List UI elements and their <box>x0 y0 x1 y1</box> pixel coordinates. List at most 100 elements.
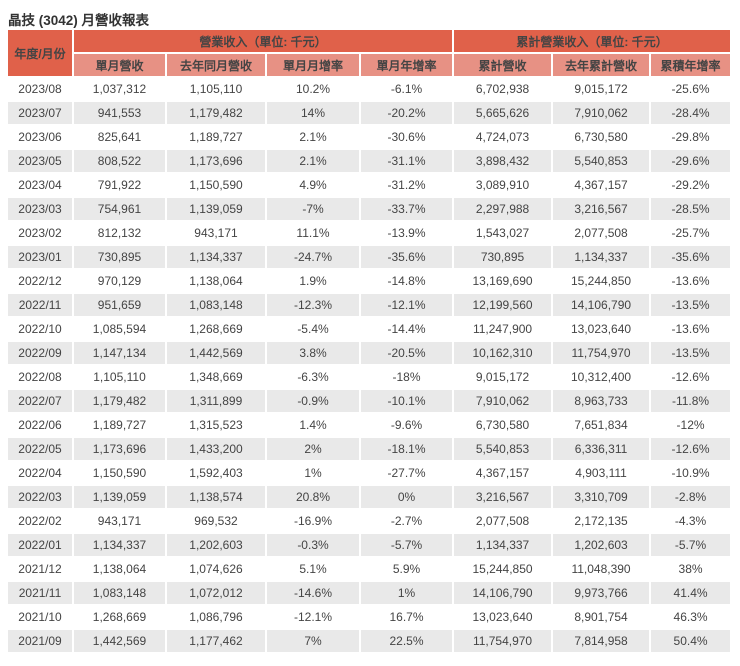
cumulative-yoy-change-column-header: 累積年增率 <box>651 54 731 76</box>
table-row: 2022/01 1,134,337 1,202,603 -0.3% -5.7% 1,134… <box>8 534 731 556</box>
table-row: 2022/08 1,105,110 1,348,669 -6.3% -18% 9,015,… <box>8 366 731 388</box>
cell-monthly-revenue: 1,134,337 <box>74 534 165 556</box>
cell-year-month: 2021/12 <box>8 558 72 580</box>
cell-year-month: 2021/09 <box>8 630 72 652</box>
cell-last-year-cumulative-revenue: 7,814,958 <box>553 630 650 652</box>
cell-cumulative-yoy-change: -2.8% <box>651 486 731 508</box>
cell-cumulative-revenue: 13,169,690 <box>454 270 552 292</box>
cell-last-year-month-revenue: 1,072,012 <box>167 582 265 604</box>
table-row: 2023/06 825,641 1,189,727 2.1% -30.6% 4,724,0… <box>8 126 731 148</box>
cell-mom-change: 7% <box>267 630 359 652</box>
cell-mom-change: -6.3% <box>267 366 359 388</box>
cell-yoy-change: -14.8% <box>361 270 453 292</box>
cell-cumulative-yoy-change: -13.5% <box>651 294 731 316</box>
cell-last-year-cumulative-revenue: 1,202,603 <box>553 534 650 556</box>
cell-yoy-change: -2.7% <box>361 510 453 532</box>
cell-monthly-revenue: 1,179,482 <box>74 390 165 412</box>
cell-cumulative-yoy-change: -10.9% <box>651 462 731 484</box>
cell-last-year-cumulative-revenue: 3,216,567 <box>553 198 650 220</box>
cell-cumulative-revenue: 4,724,073 <box>454 126 552 148</box>
cell-yoy-change: -20.2% <box>361 102 453 124</box>
cell-mom-change: 1.9% <box>267 270 359 292</box>
cumulative-revenue-group-header: 累計營業收入（單位: 千元） <box>454 30 731 52</box>
cell-monthly-revenue: 730,895 <box>74 246 165 268</box>
cell-cumulative-revenue: 730,895 <box>454 246 552 268</box>
cell-yoy-change: 0% <box>361 486 453 508</box>
cumulative-revenue-column-header: 累計營收 <box>454 54 552 76</box>
cell-cumulative-yoy-change: 50.4% <box>651 630 731 652</box>
cell-year-month: 2022/08 <box>8 366 72 388</box>
cell-year-month: 2022/10 <box>8 318 72 340</box>
cell-cumulative-revenue: 10,162,310 <box>454 342 552 364</box>
cell-monthly-revenue: 754,961 <box>74 198 165 220</box>
cell-cumulative-revenue: 5,665,626 <box>454 102 552 124</box>
cell-monthly-revenue: 1,138,064 <box>74 558 165 580</box>
cell-last-year-month-revenue: 1,268,669 <box>167 318 265 340</box>
cell-monthly-revenue: 1,189,727 <box>74 414 165 436</box>
cell-monthly-revenue: 1,037,312 <box>74 78 165 100</box>
cell-last-year-month-revenue: 1,311,899 <box>167 390 265 412</box>
cell-cumulative-yoy-change: 38% <box>651 558 731 580</box>
cell-last-year-month-revenue: 969,532 <box>167 510 265 532</box>
cell-monthly-revenue: 943,171 <box>74 510 165 532</box>
cell-mom-change: 1.4% <box>267 414 359 436</box>
cell-monthly-revenue: 808,522 <box>74 150 165 172</box>
cell-year-month: 2022/11 <box>8 294 72 316</box>
cell-mom-change: -16.9% <box>267 510 359 532</box>
yoy-change-column-header: 單月年增率 <box>361 54 453 76</box>
cell-last-year-cumulative-revenue: 10,312,400 <box>553 366 650 388</box>
cell-last-year-cumulative-revenue: 11,754,970 <box>553 342 650 364</box>
cell-mom-change: -7% <box>267 198 359 220</box>
cell-cumulative-yoy-change: -11.8% <box>651 390 731 412</box>
cell-cumulative-yoy-change: -25.7% <box>651 222 731 244</box>
table-row: 2023/01 730,895 1,134,337 -24.7% -35.6% 730,8… <box>8 246 731 268</box>
cell-last-year-cumulative-revenue: 14,106,790 <box>553 294 650 316</box>
cell-last-year-cumulative-revenue: 1,134,337 <box>553 246 650 268</box>
cell-yoy-change: 5.9% <box>361 558 453 580</box>
cell-mom-change: 4.9% <box>267 174 359 196</box>
cell-last-year-month-revenue: 1,173,696 <box>167 150 265 172</box>
cell-cumulative-revenue: 9,015,172 <box>454 366 552 388</box>
cell-cumulative-revenue: 6,730,580 <box>454 414 552 436</box>
table-row: 2021/12 1,138,064 1,074,626 5.1% 5.9% 15,244,… <box>8 558 731 580</box>
cell-cumulative-revenue: 15,244,850 <box>454 558 552 580</box>
table-row: 2023/08 1,037,312 1,105,110 10.2% -6.1% 6,702… <box>8 78 731 100</box>
cell-cumulative-revenue: 5,540,853 <box>454 438 552 460</box>
cell-last-year-cumulative-revenue: 11,048,390 <box>553 558 650 580</box>
cell-year-month: 2023/07 <box>8 102 72 124</box>
cell-year-month: 2022/03 <box>8 486 72 508</box>
cell-last-year-month-revenue: 1,134,337 <box>167 246 265 268</box>
table-row: 2022/07 1,179,482 1,311,899 -0.9% -10.1% 7,91… <box>8 390 731 412</box>
cell-cumulative-yoy-change: -12% <box>651 414 731 436</box>
monthly-revenue-column-header: 單月營收 <box>74 54 165 76</box>
cell-cumulative-revenue: 11,754,970 <box>454 630 552 652</box>
cell-cumulative-yoy-change: 46.3% <box>651 606 731 628</box>
cell-cumulative-yoy-change: -35.6% <box>651 246 731 268</box>
cell-last-year-month-revenue: 1,442,569 <box>167 342 265 364</box>
header-group-row: 年度/月份 營業收入（單位: 千元） 累計營業收入（單位: 千元） <box>8 30 731 76</box>
table-row: 2022/03 1,139,059 1,138,574 20.8% 0% 3,216,56… <box>8 486 731 508</box>
cell-monthly-revenue: 970,129 <box>74 270 165 292</box>
cell-mom-change: 2.1% <box>267 126 359 148</box>
cell-last-year-cumulative-revenue: 8,901,754 <box>553 606 650 628</box>
table-row: 2023/02 812,132 943,171 11.1% -13.9% 1,543,02… <box>8 222 731 244</box>
cell-last-year-month-revenue: 1,433,200 <box>167 438 265 460</box>
cell-mom-change: 20.8% <box>267 486 359 508</box>
mom-change-column-header: 單月月增率 <box>267 54 359 76</box>
cell-year-month: 2023/06 <box>8 126 72 148</box>
table-row: 2022/12 970,129 1,138,064 1.9% -14.8% 13,169,… <box>8 270 731 292</box>
cell-monthly-revenue: 1,150,590 <box>74 462 165 484</box>
cell-yoy-change: -9.6% <box>361 414 453 436</box>
cell-last-year-month-revenue: 1,086,796 <box>167 606 265 628</box>
cell-last-year-cumulative-revenue: 7,651,834 <box>553 414 650 436</box>
cell-cumulative-yoy-change: -13.6% <box>651 270 731 292</box>
cell-yoy-change: -20.5% <box>361 342 453 364</box>
cell-cumulative-revenue: 13,023,640 <box>454 606 552 628</box>
cell-cumulative-yoy-change: -28.5% <box>651 198 731 220</box>
page-title: 晶技 (3042) 月營收報表 <box>8 13 150 28</box>
table-header: 年度/月份 營業收入（單位: 千元） 累計營業收入（單位: 千元） 單月營收 去… <box>8 30 731 76</box>
cell-yoy-change: -5.7% <box>361 534 453 556</box>
cell-year-month: 2022/06 <box>8 414 72 436</box>
cell-mom-change: 2.1% <box>267 150 359 172</box>
